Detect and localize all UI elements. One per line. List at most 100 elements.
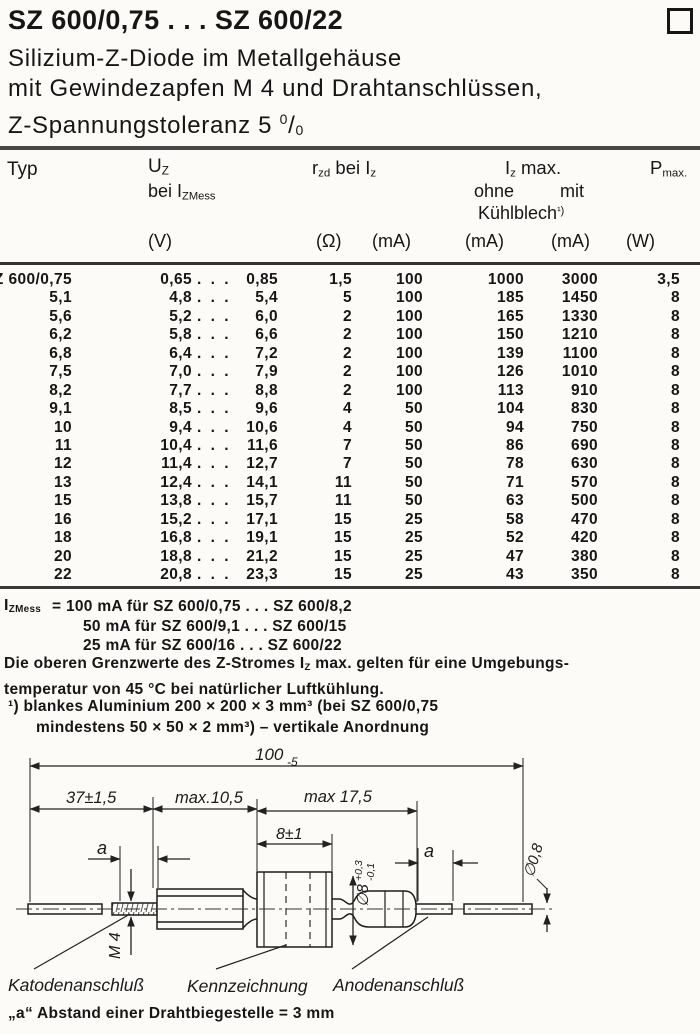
cell-uz_max: 6,6 [255, 326, 278, 344]
cell-uz_max: 8,8 [255, 381, 278, 399]
limit-note-line-2: temperatur von 45 °C bei natürlicher Luf… [4, 680, 385, 698]
subtitle-line-3-text: Z-Spannungstoleranz 5 [8, 112, 280, 139]
cell-dots: . . . [196, 492, 232, 510]
cell-uz_min: 10,4 [160, 436, 192, 454]
outline-drawing: 100 -5 37±1,5 max.10,5 max 17,5 8±1 a a … [8, 745, 552, 996]
dimension-lines [29, 762, 551, 955]
cell-typ: 10 [53, 418, 72, 436]
cell-iz: 50 [404, 455, 423, 473]
cell-typ: 16 [53, 510, 72, 528]
unit-label-ma-3: (mA) [551, 231, 590, 251]
unit-label-ohm: (Ω) [316, 231, 342, 251]
cell-pmax: 8 [670, 381, 680, 399]
cell-pmax: 8 [670, 363, 680, 381]
cell-iz: 100 [395, 344, 423, 362]
cell-izmax_mit: 570 [570, 473, 598, 491]
cell-iz: 25 [404, 566, 423, 583]
percent-glyph: 0/0 [280, 111, 304, 139]
cell-iz: 100 [395, 381, 423, 399]
kuehlblech-text: Kühlblech [478, 203, 558, 223]
dim-overall-tolerance: -5 [287, 755, 298, 769]
cell-rzd: 15 [333, 529, 352, 547]
subtitle-line-3: Z-Spannungstoleranz 5 0/0 [8, 104, 542, 145]
cell-typ: 8,2 [49, 381, 72, 399]
cell-rzd: 2 [342, 363, 352, 381]
cell-iz: 50 [404, 492, 423, 510]
table-row: 18 16,8. . . 19,1 15 25 52 420 8 [0, 529, 700, 547]
cell-uz_min: 11,4 [161, 455, 192, 473]
cell-izmax_mit: 910 [570, 381, 598, 399]
cell-dots: . . . [196, 326, 232, 344]
cell-uz_min: 6,4 [169, 344, 192, 362]
cell-uz_max: 6,0 [255, 307, 278, 325]
cell-uz_min: 0,65 [160, 271, 192, 288]
col-header-mit: mit [560, 181, 584, 201]
table-row: 7,5 7,0. . . 7,9 2 100 126 1010 8 [0, 363, 700, 381]
cell-izmax_ohne: 113 [497, 381, 524, 399]
cell-izmax_ohne: 78 [505, 455, 524, 473]
cell-rzd: 2 [342, 307, 352, 325]
cathode-label: Katodenanschluß [8, 975, 144, 995]
cell-uz_min: 7,0 [169, 363, 192, 381]
subtitle-line-2: mit Gewindezapfen M 4 und Drahtanschlüss… [8, 75, 543, 102]
cell-izmax_mit: 500 [570, 492, 598, 510]
anode-bead-top [332, 890, 417, 905]
cell-izmax_ohne: 126 [496, 363, 524, 381]
cell-dots: . . . [196, 455, 232, 473]
cell-rzd: 15 [333, 547, 352, 565]
cell-uz_max: 10,6 [246, 418, 278, 436]
bend-distance-note: „a“ Abstand einer Drahtbiegestelle = 3 m… [8, 1005, 335, 1022]
kuehlblech-footnote-mark: ¹) [557, 205, 565, 218]
cell-typ: 20 [53, 547, 72, 565]
izmess-line-3: 25 mA für SZ 600/16 . . . SZ 600/22 [83, 637, 342, 654]
table-row: 5,6 5,2. . . 6,0 2 100 165 1330 8 [0, 308, 700, 326]
table-row: 8,2 7,7. . . 8,8 2 100 113 910 8 [0, 382, 700, 400]
cell-uz_max: 14,1 [246, 473, 278, 491]
spec-table-body: SZ 600/0,750,65. . .0,851,5100100030003,… [0, 271, 700, 584]
izmess-values: = 100 mA für SZ 600/0,75 . . . SZ 600/8,… [52, 597, 352, 656]
cell-rzd: 2 [342, 344, 352, 362]
subtitle: Silizium-Z-Diode im Metallgehäuse mit Ge… [8, 44, 542, 145]
cell-pmax: 8 [670, 436, 680, 454]
cell-dots: . . . [196, 473, 232, 491]
cell-izmax_mit: 380 [570, 547, 598, 565]
cell-izmax_ohne: 150 [496, 326, 524, 344]
table-row: 16 15,2. . . 17,1 15 25 58 470 8 [0, 511, 700, 529]
cell-typ: 18 [53, 529, 72, 547]
cell-typ: 6,2 [49, 326, 72, 344]
izmess-line-2: 50 mA für SZ 600/9,1 . . . SZ 600/15 [83, 617, 347, 635]
cell-iz: 25 [404, 547, 423, 565]
cell-dots: . . . [196, 363, 232, 381]
izmess-sub: ZMess [8, 604, 42, 616]
cell-iz: 50 [404, 436, 423, 454]
cell-izmax_mit: 1010 [561, 363, 598, 381]
dim-stud-label: max.10,5 [175, 789, 244, 807]
cell-dots: . . . [196, 510, 232, 528]
cell-izmax_mit: 1100 [562, 344, 598, 362]
cell-izmax_mit: 630 [570, 455, 598, 473]
table-row: 22 20,8. . . 23,3 15 25 43 350 8 [0, 566, 700, 584]
cell-dots: . . . [196, 289, 232, 307]
rzd-sub: zd [318, 167, 331, 180]
cell-typ: 13 [53, 473, 72, 491]
izmess-label: IZMess [4, 597, 41, 615]
cell-typ: 22 [53, 566, 72, 583]
dim-wire-label: 37±1,5 [66, 789, 117, 807]
cell-rzd: 15 [333, 510, 352, 528]
col-header-rzd: rzd bei Iz [312, 157, 376, 180]
cell-pmax: 8 [670, 473, 680, 491]
cell-uz_min: 20,8 [160, 566, 192, 583]
dim-overall-label: 100 [255, 745, 284, 764]
cell-rzd: 4 [342, 418, 352, 436]
cell-rzd: 7 [342, 455, 352, 473]
pmax-main: P [650, 157, 663, 178]
cell-uz_max: 21,2 [246, 547, 278, 565]
limit-note-pre: Die oberen Grenzwerte des Z-Stromes I [4, 655, 305, 672]
anode-bead-bottom [332, 913, 417, 928]
cell-typ: 11 [54, 436, 72, 454]
cell-dots: . . . [196, 400, 232, 418]
percent-slash: / [288, 112, 296, 139]
cell-pmax: 8 [670, 400, 680, 418]
cell-izmax_ohne: 94 [505, 418, 524, 436]
